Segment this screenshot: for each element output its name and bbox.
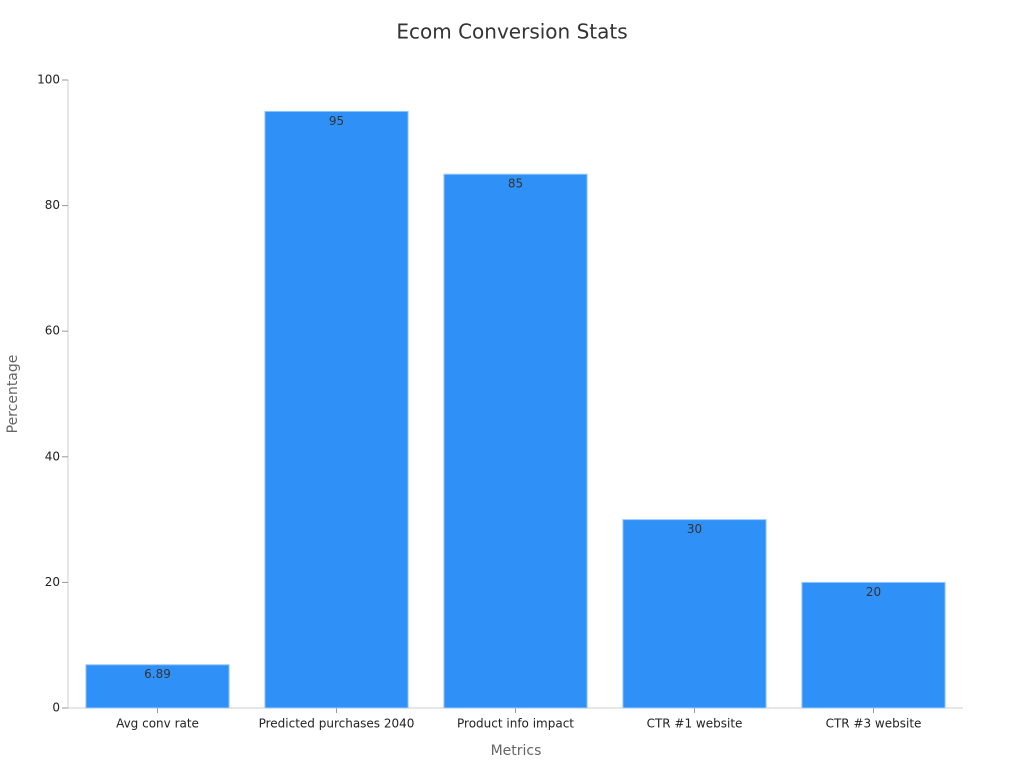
y-tick-label: 100 [37, 73, 60, 87]
x-tick-label: Predicted purchases 2040 [259, 717, 415, 731]
data-label: 85 [508, 177, 523, 191]
bar [264, 110, 409, 709]
x-axis-label: Metrics [491, 743, 542, 759]
y-tick-label: 80 [45, 198, 60, 212]
data-label: 6.89 [144, 667, 171, 681]
x-tick-label: CTR #3 website [826, 717, 922, 731]
bar [622, 519, 767, 709]
y-tick-label: 40 [45, 449, 60, 463]
bar [85, 664, 230, 709]
y-tick-label: 0 [52, 701, 60, 715]
chart-title: Ecom Conversion Stats [396, 20, 627, 44]
data-label: 30 [687, 522, 702, 536]
bar [443, 173, 588, 709]
data-label: 95 [329, 114, 344, 128]
x-tick-label: Avg conv rate [116, 717, 199, 731]
x-tick-label: CTR #1 website [647, 717, 743, 731]
x-tick-label: Product info impact [457, 717, 574, 731]
y-axis-label: Percentage [5, 355, 21, 434]
data-label: 20 [866, 585, 881, 599]
y-tick-label: 60 [45, 324, 60, 338]
y-tick-label: 20 [45, 575, 60, 589]
bar [801, 581, 946, 709]
